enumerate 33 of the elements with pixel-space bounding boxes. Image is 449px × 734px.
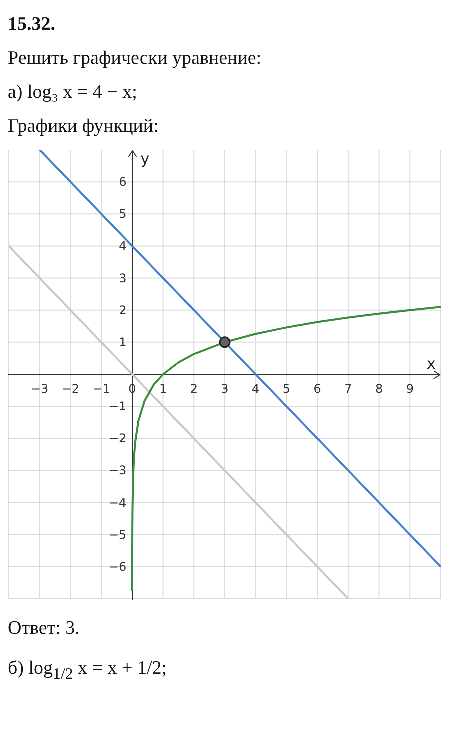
y-tick-label: −5 [109, 528, 127, 542]
y-tick-label: 1 [119, 335, 127, 350]
text: Ответ: 3. [8, 618, 81, 640]
y-tick-label: 4 [119, 239, 127, 254]
x-tick-label: 2 [190, 382, 198, 396]
x-tick-label: −3 [31, 382, 49, 396]
text: Решить графически уравнение: [8, 48, 263, 70]
y-tick-label: 3 [119, 271, 127, 286]
line-series [131, 306, 441, 592]
y-axis-title: y [140, 150, 150, 168]
y-tick-label: −2 [109, 432, 127, 446]
x-tick-label: −2 [62, 382, 80, 396]
y-tick-label: −1 [109, 400, 127, 414]
text: Графики функций: [8, 116, 160, 138]
y-tick-label: 2 [119, 303, 127, 318]
x-tick-label: 8 [375, 382, 384, 396]
y-tick-label: −3 [109, 464, 127, 478]
text: а) log₃ x = 4 − x; [8, 82, 138, 104]
y-tick-label: −4 [109, 496, 127, 510]
chart-title: 15.32. [8, 14, 56, 36]
text: б) log$_{1/2}$ x = x + 1/2; [8, 658, 168, 684]
x-tick-label: 4 [252, 382, 260, 396]
x-tick-label: 5 [282, 382, 291, 396]
x-tick-label: −1 [92, 382, 110, 396]
x-tick-label: 7 [344, 382, 352, 396]
x-tick-label: 6 [314, 382, 322, 396]
x-tick-label: 9 [406, 382, 414, 396]
y-tick-label: −6 [109, 560, 127, 574]
y-tick-label: 5 [119, 207, 127, 222]
x-tick-label: 3 [221, 382, 229, 396]
x-axis-title: x [427, 355, 436, 373]
y-tick-label: 6 [119, 175, 127, 190]
x-tick-label: 1 [159, 382, 168, 396]
